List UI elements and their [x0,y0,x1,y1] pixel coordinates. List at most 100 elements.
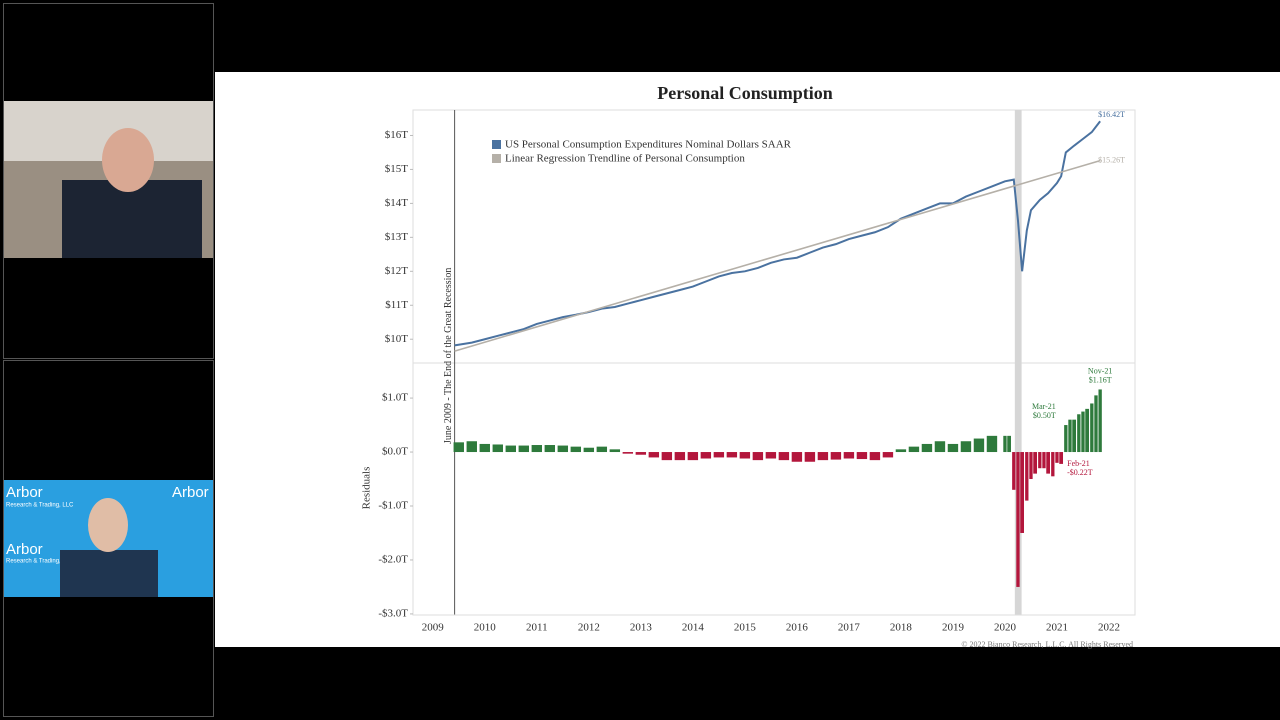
bar [1033,452,1037,474]
y-tick-label: $11T [385,299,408,311]
end-label: $15.26T [1098,155,1125,164]
bar [687,452,699,461]
y-tick-label: $14T [385,197,409,209]
value-label: Nov-21 [1088,366,1112,375]
bar [960,441,972,453]
bar [934,441,946,453]
bar [557,445,569,453]
bar [1090,403,1094,453]
value-label: Feb-21 [1067,459,1090,468]
x-tick-label: 2019 [942,622,965,634]
bar [986,435,998,453]
video-frame [3,3,214,359]
bar [1059,452,1064,464]
bar [830,452,842,460]
x-tick-label: 2011 [526,622,548,634]
chart-title: Personal Consumption [657,83,833,103]
y-tick-label: $1.0T [382,392,408,404]
bar [843,452,855,459]
bar [1072,419,1077,453]
y-tick-label: $12T [385,265,409,277]
bar [921,443,933,453]
y-tick-label: $0.0T [382,446,408,458]
bar [1081,411,1085,453]
logo-sub: Research & Trading, LLC [6,503,74,509]
bar [1038,452,1042,469]
bar [479,443,490,453]
bar [505,445,516,453]
bar [570,446,582,453]
bar [973,438,985,453]
covid-shade [1014,110,1022,615]
legend-label: Linear Regression Trendline of Personal … [505,153,745,165]
y-tick-label: -$3.0T [378,607,408,619]
bar [1094,395,1098,453]
x-tick-label: 2013 [630,622,653,634]
bar [622,452,634,454]
bar [1007,435,1011,453]
bar [700,452,712,459]
bar [635,452,647,455]
legend-swatch [492,154,501,163]
bar [908,446,920,453]
x-tick-label: 2022 [1098,622,1120,634]
end-label: $16.42T [1098,110,1125,119]
x-tick-label: 2017 [838,622,861,634]
series-line [454,159,1101,352]
bar [1042,452,1046,469]
bar [778,452,790,461]
bar [1046,452,1051,474]
x-tick-label: 2015 [734,622,757,634]
bar [804,452,816,462]
bar [661,452,673,461]
bar [1098,389,1102,453]
x-tick-label: 2010 [474,622,497,634]
y-tick-label: -$2.0T [378,553,408,565]
bar [583,447,595,453]
y-tick-label: $10T [385,333,409,345]
bar [817,452,829,461]
bar [596,446,608,453]
bar [791,452,803,462]
bar [1003,435,1007,453]
bar [1016,452,1020,587]
bar [739,452,751,459]
value-label: $1.16T [1089,375,1112,384]
bar [895,449,907,453]
bar [713,452,725,458]
legend-label: US Personal Consumption Expenditures Nom… [505,139,792,151]
legend-swatch [492,140,501,149]
x-tick-label: 2021 [1046,622,1068,634]
bar [1077,414,1081,453]
copyright: © 2022 Bianco Research, L.L.C. All Right… [961,640,1133,649]
video-frame [3,360,214,717]
x-tick-label: 2016 [786,622,809,634]
bar [856,452,868,460]
x-tick-label: 2009 [422,622,445,634]
bar [765,452,777,459]
logo: Arbor [6,541,43,558]
x-tick-label: 2012 [578,622,600,634]
bar [492,444,503,453]
person-head [88,498,128,552]
logo-sub: Research & Trading, LLC [6,559,74,565]
bar [1025,452,1029,501]
slide [215,72,1280,647]
bar [674,452,686,461]
bar [752,452,764,461]
logo: Arbor [6,484,43,501]
y-tick-label: -$1.0T [378,500,408,512]
y-tick-label: $15T [385,163,409,175]
bar [518,445,529,453]
bar [1020,452,1024,533]
bar [609,449,621,453]
y-tick-label: $13T [385,231,409,243]
bar [1085,408,1090,453]
bar [544,445,556,453]
logo: Arbor [172,484,209,501]
bar [1012,452,1016,490]
bar [882,452,894,458]
x-tick-label: 2014 [682,622,705,634]
